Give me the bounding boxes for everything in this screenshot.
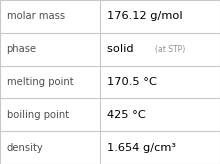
Text: 170.5 °C: 170.5 °C — [107, 77, 157, 87]
Text: solid: solid — [107, 44, 141, 54]
Text: molar mass: molar mass — [7, 11, 65, 21]
Text: density: density — [7, 143, 43, 153]
Text: 176.12 g/mol: 176.12 g/mol — [107, 11, 182, 21]
Text: 1.654 g/cm³: 1.654 g/cm³ — [107, 143, 176, 153]
Text: melting point: melting point — [7, 77, 73, 87]
Text: phase: phase — [7, 44, 37, 54]
Text: (at STP): (at STP) — [155, 45, 185, 54]
Text: boiling point: boiling point — [7, 110, 69, 120]
Text: 425 °C: 425 °C — [107, 110, 145, 120]
